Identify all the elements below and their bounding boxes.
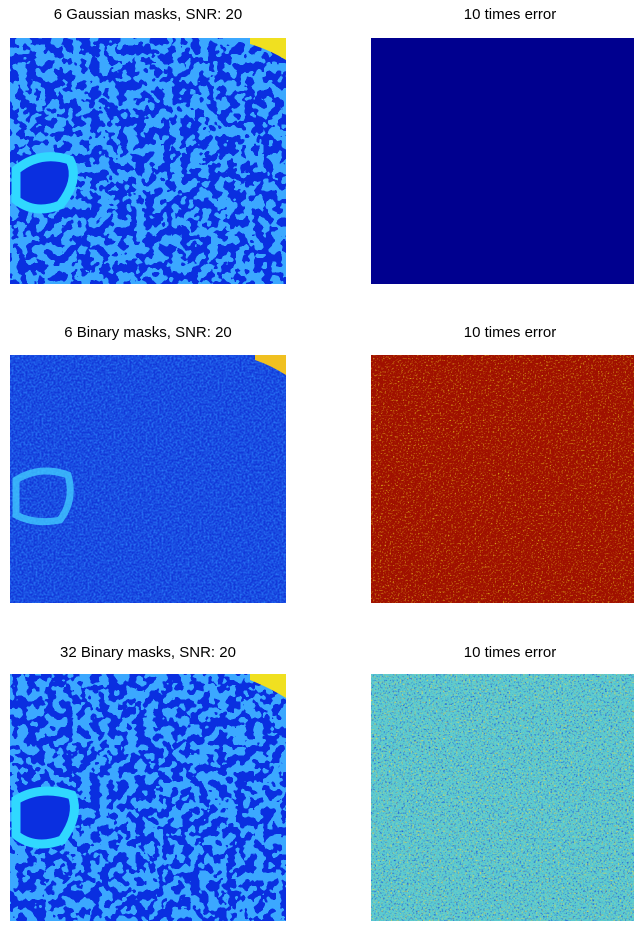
panel-title: 10 times error <box>464 644 557 661</box>
panel-title: 10 times error <box>464 6 557 23</box>
error-image <box>371 355 634 603</box>
page: 6 Gaussian masks, SNR: 20 10 times error… <box>0 0 634 923</box>
panel-title: 32 Binary masks, SNR: 20 <box>60 644 236 661</box>
figure: 6 Gaussian masks, SNR: 20 10 times error… <box>0 0 634 923</box>
reconstruction-image <box>10 355 286 603</box>
panel-title: 6 Gaussian masks, SNR: 20 <box>54 6 242 23</box>
panel-title: 10 times error <box>464 324 557 341</box>
reconstruction-image <box>10 38 286 284</box>
error-image <box>371 674 634 921</box>
error-image <box>371 38 634 284</box>
reconstruction-image <box>10 674 286 921</box>
panel-title: 6 Binary masks, SNR: 20 <box>64 324 232 341</box>
